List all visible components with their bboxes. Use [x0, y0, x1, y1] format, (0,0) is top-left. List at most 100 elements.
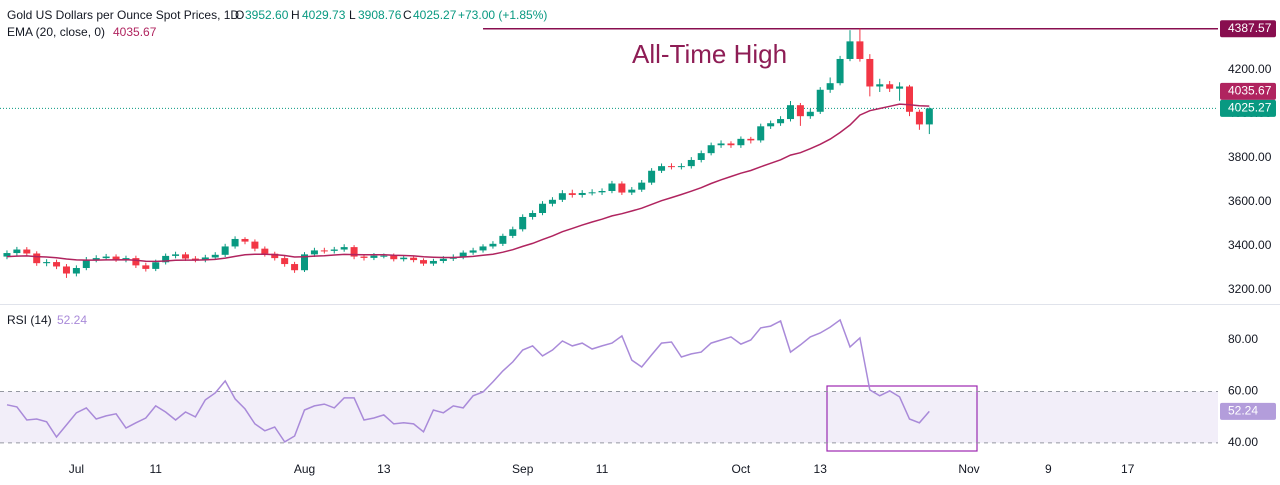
legend-label: C [403, 8, 412, 22]
candle-body [62, 266, 70, 274]
candle-body [529, 213, 537, 217]
candle-body [896, 86, 904, 89]
legend-value: 4025.27 [413, 8, 457, 22]
candle-body [697, 153, 705, 160]
candle-body [380, 255, 388, 257]
candle-body [330, 249, 338, 251]
rsi-band [0, 391, 1218, 443]
legend-value: 3952.60 [245, 8, 289, 22]
candle-body [489, 243, 497, 247]
candle-body [251, 241, 259, 249]
candle-body [687, 159, 695, 167]
candle-body [301, 254, 308, 271]
legend-change: +73.00 (+1.85%) [458, 8, 547, 22]
candle-body [72, 268, 80, 274]
candle-body [648, 170, 656, 183]
candle-body [211, 254, 219, 258]
candle-body [677, 166, 685, 168]
candle-body [906, 86, 913, 112]
candle-body [608, 183, 616, 191]
candle-body [925, 108, 933, 125]
close-tag: 4025.27 [1228, 101, 1272, 115]
x-tick-label: Jul [69, 462, 84, 476]
legend-label: H [291, 8, 300, 22]
candle-body [846, 41, 854, 59]
candle-body [727, 143, 735, 146]
rsi-tag-bg [1220, 402, 1276, 420]
candle-body [400, 257, 408, 260]
close-tag-bg [1220, 99, 1276, 117]
candle-body [707, 145, 715, 154]
ema-tag: 4035.67 [1228, 84, 1272, 98]
x-tick-label: 9 [1045, 462, 1052, 476]
candle-body [539, 203, 547, 214]
y-tick-label: 4200.00 [1228, 62, 1272, 76]
candle-body [172, 254, 180, 256]
candle-body [548, 199, 556, 204]
candle-body [191, 258, 199, 260]
y-tick-label: 40.00 [1228, 435, 1258, 449]
candle-body [806, 111, 814, 117]
x-tick-label: Nov [958, 462, 979, 476]
rsi-tag: 52.24 [1228, 404, 1258, 418]
rsi-line [6, 318, 930, 443]
ema-legend: EMA (20, close, 0) [7, 25, 105, 39]
candle-body [261, 248, 269, 254]
candle-body [132, 258, 140, 266]
candle-body [201, 257, 209, 260]
candle-body [33, 253, 41, 264]
candle-body [816, 89, 824, 112]
candle-body [519, 216, 527, 230]
y-tick-label: 80.00 [1228, 332, 1258, 346]
candle-body [162, 255, 170, 263]
candle-body [102, 256, 110, 259]
candle-body [360, 256, 368, 258]
candle-body [598, 190, 606, 193]
x-tick-label: Aug [294, 462, 315, 476]
candle-body [856, 41, 864, 59]
candle-body [618, 183, 626, 193]
candle-body [667, 166, 675, 168]
legend-label: O [235, 8, 244, 22]
ema-legend-value: 4035.67 [113, 25, 157, 39]
candle-body [92, 258, 100, 260]
candle-body [241, 238, 249, 242]
y-tick-label: 3400.00 [1228, 238, 1272, 252]
candle-body [757, 126, 765, 141]
candle-body [796, 105, 804, 117]
candle-body [122, 258, 130, 260]
rsi-legend: RSI (14) [7, 313, 52, 327]
candle-body [271, 253, 279, 259]
candle-body [638, 182, 646, 190]
legend-value: 4029.73 [302, 8, 346, 22]
y-tick-label: 60.00 [1228, 384, 1258, 398]
candle-body [499, 235, 507, 244]
candle-body [350, 247, 358, 257]
candle-body [281, 258, 289, 265]
candle-body [370, 255, 378, 258]
candle-body [142, 265, 150, 269]
candle-body [3, 253, 11, 257]
highlight-box [826, 385, 978, 452]
ema-line [6, 103, 930, 263]
candle-body [836, 58, 844, 84]
candle-body [876, 84, 884, 87]
annotation: All-Time High [632, 39, 787, 69]
candle-body [82, 259, 90, 269]
candle-body [320, 250, 328, 252]
ath-tag-bg [1220, 20, 1276, 38]
candle-body [231, 238, 239, 247]
chart-title: Gold US Dollars per Ounce Spot Prices, 1… [7, 8, 239, 22]
candle-body [578, 192, 586, 195]
x-tick-label: 13 [814, 462, 828, 476]
x-tick-label: Sep [512, 462, 534, 476]
candle-body [767, 123, 775, 127]
candle-body [886, 84, 894, 89]
candle-body [43, 262, 51, 264]
candle-body [747, 138, 755, 141]
candle-body [459, 252, 467, 258]
rsi-legend-value: 52.24 [57, 313, 87, 327]
y-tick-label: 3600.00 [1228, 194, 1272, 208]
candle-body [221, 246, 229, 255]
